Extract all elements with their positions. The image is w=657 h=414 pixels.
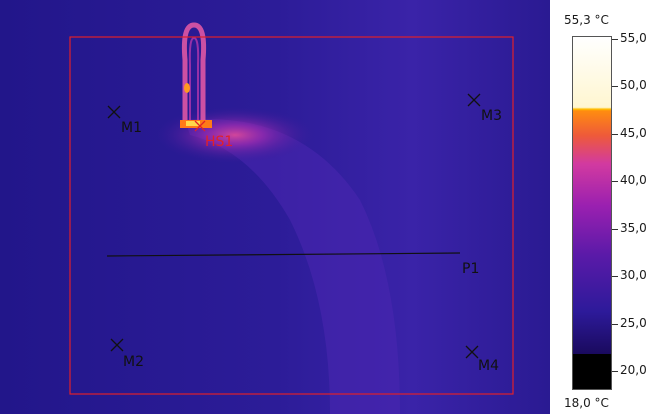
scale-tick-label: 45,0 — [620, 125, 647, 140]
scale-tick-label: 50,0 — [620, 78, 647, 93]
marker-label: M1 — [121, 120, 142, 136]
marker-m4: M4 — [465, 345, 499, 374]
scale-min-label: 18,0 °C — [564, 396, 609, 410]
scale-tick-label: 40,0 — [620, 173, 647, 188]
scale-tick — [612, 276, 618, 278]
scale-tick — [612, 228, 618, 230]
marker-label: M4 — [478, 358, 499, 374]
scale-tick — [612, 323, 618, 325]
marker-label: M3 — [481, 108, 502, 124]
scale-tick — [612, 86, 618, 88]
thermal-canvas: P1 M1 M2 M3 M4 HS1 — [0, 0, 550, 414]
hotspot-hs1: HS1 — [194, 120, 233, 150]
scale-tick-label: 30,0 — [620, 268, 647, 283]
scale-tick-label: 20,0 — [620, 363, 647, 378]
scale-tick — [612, 38, 618, 40]
marker-label: M2 — [123, 354, 144, 370]
temperature-scale: 55,3 °C 55,0 50,0 45,0 40,0 35,0 30,0 25,0 20,0… — [552, 0, 657, 414]
scale-tick-label: 35,0 — [620, 220, 647, 235]
color-scale-bar — [572, 36, 612, 390]
scale-max-label: 55,3 °C — [564, 13, 609, 27]
heater-loop — [180, 22, 212, 128]
thermal-image: P1 M1 M2 M3 M4 HS1 — [0, 0, 550, 414]
profile-line-p1 — [106, 252, 461, 257]
heat-plume — [185, 119, 400, 414]
scale-tick — [612, 181, 618, 183]
marker-m1: M1 — [107, 105, 142, 136]
hotspot-label: HS1 — [205, 134, 233, 150]
marker-m3: M3 — [467, 93, 502, 124]
profile-line-label: P1 — [462, 261, 479, 277]
marker-m2: M2 — [110, 338, 144, 370]
thermal-background — [0, 0, 550, 414]
roi-rectangle — [69, 36, 514, 395]
heat-glow — [155, 107, 315, 163]
scale-tick — [612, 133, 618, 135]
scale-tick-label: 55,0 — [620, 30, 647, 45]
scale-tick — [612, 371, 618, 373]
scale-tick-label: 25,0 — [620, 315, 647, 330]
